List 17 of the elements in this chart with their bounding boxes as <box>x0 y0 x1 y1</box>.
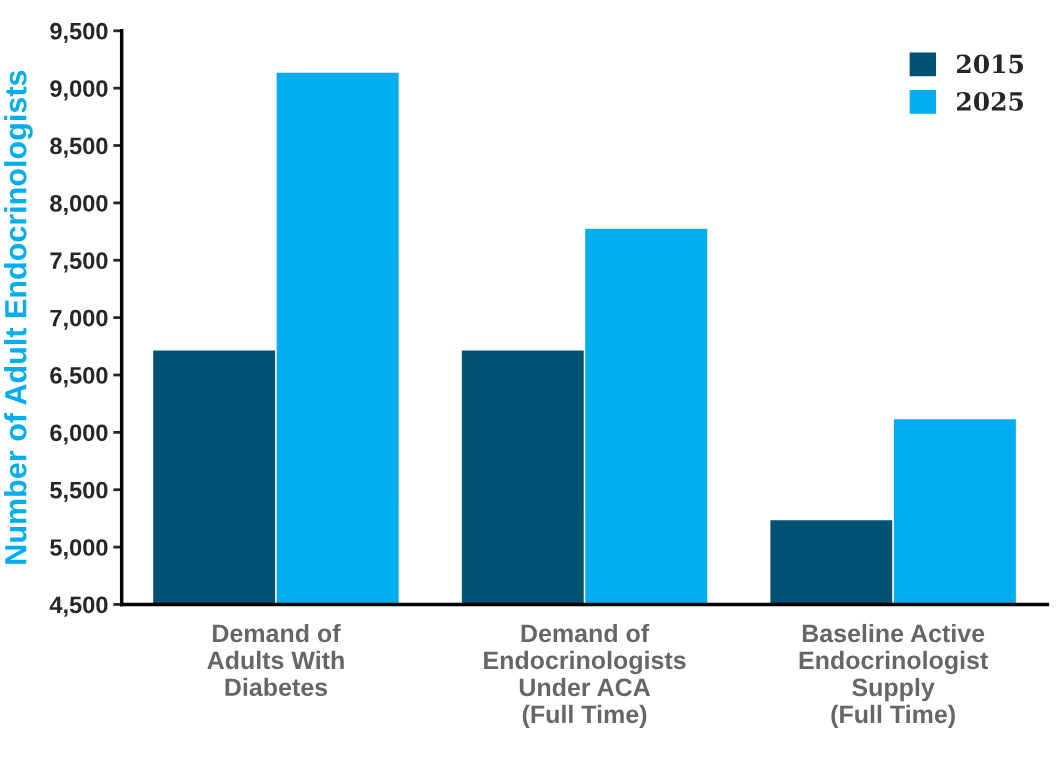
y-tick-label: 5,000 <box>50 539 108 560</box>
y-tick-label: 8,000 <box>50 194 108 216</box>
legend-label: 2025 <box>957 91 1024 111</box>
y-tick-label: 7,500 <box>50 252 108 273</box>
x-tick-label: Baseline Active Endocrinologist Supply (Full Time) <box>799 623 988 729</box>
y-tick-label: 4,500 <box>49 596 108 617</box>
y-tick-label: 6,500 <box>50 367 108 388</box>
y-tick-label: 7,000 <box>50 309 108 330</box>
y-tick-label: 8,500 <box>50 137 108 158</box>
x-tick-label: Demand of Adults With Diabetes <box>207 623 344 697</box>
y-tick-label: 5,500 <box>50 481 108 502</box>
y-tick-label: 9,000 <box>50 80 108 101</box>
y-tick-label: 9,500 <box>50 22 108 44</box>
y-axis-title: Number of Adult Endocrinologists <box>4 70 33 564</box>
legend-label: 2015 <box>957 54 1024 74</box>
y-tick-label: 6,000 <box>50 424 108 445</box>
x-tick-label: Demand of Endocrinologists Under ACA (Full Time) <box>484 623 686 729</box>
